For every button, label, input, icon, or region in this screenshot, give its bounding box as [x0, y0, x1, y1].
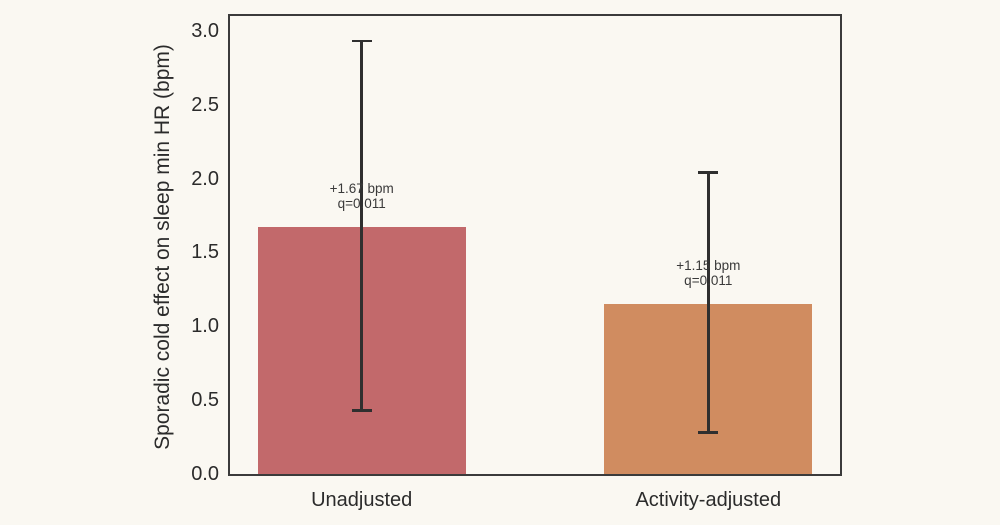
error-bar-cap-top	[351, 39, 372, 43]
annotation-q-value: q=0.011	[337, 196, 386, 212]
y-tick-label: 0.0	[191, 463, 219, 485]
x-tick-label: Activity-adjusted	[635, 489, 782, 511]
plot-frame: +1.67 bpm q=0.011 +1.15 bpm q=0.011	[228, 14, 842, 476]
y-tick-label: 2.5	[191, 93, 219, 116]
annotation-q-value: q=0.011	[684, 273, 733, 289]
y-tick-label: 1.0	[191, 315, 219, 338]
x-tick-label: Unadjusted	[311, 489, 413, 511]
bar-annotation: +1.67 bpm q=0.011	[330, 181, 394, 211]
y-tick-label: 2.0	[191, 167, 219, 190]
annotation-effect-size: +1.15 bpm	[676, 258, 741, 274]
y-tick-label: 0.5	[191, 389, 219, 412]
error-bar-cap-bottom	[351, 409, 372, 412]
bar-annotation: +1.15 bpm q=0.011	[676, 258, 740, 288]
error-bar-line	[360, 41, 364, 411]
error-bar-line	[706, 172, 710, 433]
error-bar-cap-top	[698, 171, 719, 174]
annotation-effect-size: +1.67 bpm	[329, 181, 394, 197]
y-tick-label: 1.5	[191, 241, 219, 264]
y-tick-label: 3.0	[191, 19, 219, 42]
error-bar-cap-bottom	[698, 431, 719, 434]
